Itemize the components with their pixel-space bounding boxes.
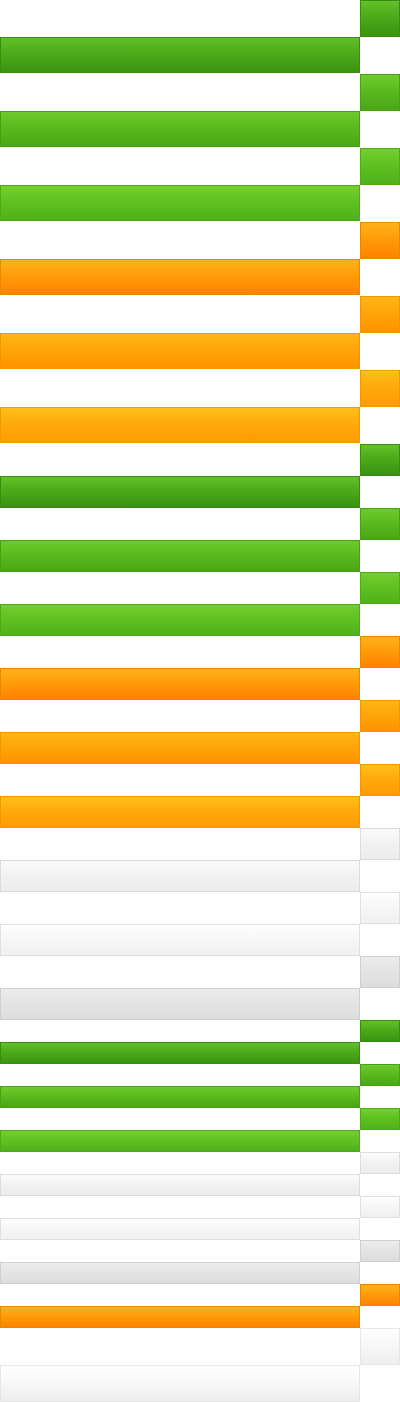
gradient-square <box>360 572 400 604</box>
gradient-bar <box>0 476 360 508</box>
gradient-square <box>360 700 400 732</box>
gradient-square <box>360 148 400 185</box>
gradient-square <box>360 1284 400 1306</box>
gradient-bar <box>0 1086 360 1108</box>
gradient-bar <box>0 924 360 956</box>
gradient-square <box>360 1328 400 1365</box>
gradient-bar <box>0 1306 360 1328</box>
gradient-square <box>360 0 400 37</box>
gradient-bar <box>0 1262 360 1284</box>
gradient-square <box>360 956 400 988</box>
gradient-square <box>360 222 400 259</box>
gradient-bar <box>0 732 360 764</box>
gradient-bar <box>0 37 360 73</box>
gradient-bar <box>0 540 360 572</box>
gradient-square <box>360 74 400 111</box>
gradient-bar <box>0 185 360 221</box>
gradient-bar <box>0 1218 360 1240</box>
gradient-square <box>360 444 400 476</box>
gradient-bar <box>0 111 360 147</box>
gradient-square <box>360 828 400 860</box>
gradient-square <box>360 1064 400 1086</box>
gradient-bar <box>0 1365 360 1402</box>
gradient-bar <box>0 1130 360 1152</box>
gradient-bar <box>0 860 360 892</box>
gradient-bar <box>0 604 360 636</box>
gradient-bar <box>0 1042 360 1064</box>
gradient-bar <box>0 333 360 369</box>
gradient-bar <box>0 988 360 1020</box>
gradient-square <box>360 1152 400 1174</box>
gradient-square <box>360 1196 400 1218</box>
gradient-square <box>360 1108 400 1130</box>
gradient-square <box>360 764 400 796</box>
gradient-square <box>360 1020 400 1042</box>
gradient-square <box>360 892 400 924</box>
gradient-bar <box>0 796 360 828</box>
gradient-bar <box>0 1174 360 1196</box>
gradient-bar <box>0 668 360 700</box>
gradient-square <box>360 508 400 540</box>
gradient-square <box>360 296 400 333</box>
gradient-square <box>360 370 400 407</box>
gradient-square <box>360 1240 400 1262</box>
gradient-bar <box>0 259 360 295</box>
gradient-bar <box>0 407 360 443</box>
gradient-square <box>360 636 400 668</box>
